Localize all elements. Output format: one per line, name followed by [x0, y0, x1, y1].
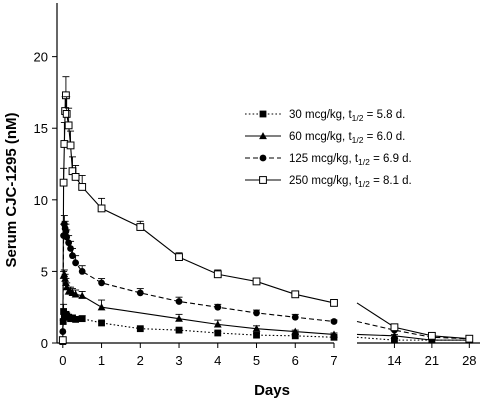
- legend-item-3: 125 mcg/kg, t1/2 = 6.9 d.: [245, 153, 412, 167]
- legend-marker: [259, 154, 267, 162]
- data-point: [465, 334, 474, 343]
- y-tick-label: 20: [34, 50, 48, 65]
- data-point: [291, 290, 300, 299]
- data-point: [390, 331, 399, 339]
- data-point: [291, 327, 300, 335]
- data-point: [330, 330, 338, 338]
- x-tick-label: 7: [330, 353, 337, 368]
- data-point: [427, 331, 436, 340]
- data-point: [252, 277, 261, 286]
- data-point: [330, 318, 338, 325]
- series-4-line-panel2: [356, 302, 470, 340]
- data-point: [214, 329, 222, 337]
- data-point: [136, 325, 144, 333]
- legend-marker: [259, 176, 267, 184]
- series-2: [59, 269, 474, 344]
- legend-label: 250 mcg/kg, t1/2 = 8.1 d.: [289, 175, 412, 189]
- data-point: [175, 314, 183, 322]
- x-tick-label: 3: [175, 353, 182, 368]
- data-point: [98, 319, 105, 327]
- x-tick-label: 14: [387, 353, 401, 368]
- y-tick-label: 5: [41, 264, 48, 279]
- data-point: [253, 331, 260, 339]
- data-point: [136, 289, 144, 297]
- data-point: [175, 326, 183, 334]
- data-point: [291, 313, 299, 321]
- x-tick-label: 2: [137, 353, 144, 368]
- data-point: [62, 110, 71, 118]
- x-tick-label: 0: [59, 353, 66, 368]
- series-3: [59, 215, 473, 343]
- data-point: [136, 223, 145, 231]
- data-point: [253, 309, 260, 317]
- x-tick-label: 4: [214, 353, 221, 368]
- data-point: [71, 290, 80, 298]
- series-3-line-panel1: [62, 224, 335, 332]
- data-point: [78, 315, 86, 323]
- data-point: [252, 324, 261, 332]
- data-point: [66, 141, 75, 150]
- legend-item-2: 60 mcg/kg, t1/2 = 6.0 d.: [245, 131, 405, 145]
- y-tick-label: 0: [41, 336, 48, 351]
- data-point: [390, 323, 399, 332]
- series-layer: [58, 76, 474, 345]
- legend-item-4: 250 mcg/kg, t1/2 = 8.1 d.: [245, 175, 412, 189]
- x-tick-label: 6: [292, 353, 299, 368]
- series-3-line-panel2: [356, 320, 470, 340]
- data-point: [175, 253, 183, 261]
- legend-label: 60 mcg/kg, t1/2 = 6.0 d.: [289, 131, 405, 145]
- x-tick-label: 1: [98, 353, 105, 368]
- data-point: [59, 178, 68, 187]
- series-4: [58, 76, 474, 345]
- legend-label: 125 mcg/kg, t1/2 = 6.9 d.: [289, 153, 412, 167]
- data-point: [97, 303, 106, 311]
- data-point: [78, 291, 87, 299]
- x-tick-label: 21: [425, 353, 439, 368]
- y-tick-label: 15: [34, 121, 48, 136]
- y-tick-label: 10: [34, 193, 48, 208]
- data-point: [214, 303, 222, 311]
- data-point: [213, 270, 222, 279]
- x-axis-title: Days: [254, 382, 290, 399]
- data-point: [72, 259, 79, 267]
- data-point: [78, 183, 87, 191]
- y-axis-title: Serum CJC-1295 (nM): [3, 112, 20, 267]
- data-point: [71, 173, 80, 181]
- data-point: [58, 336, 67, 345]
- data-point: [213, 320, 222, 328]
- data-point: [391, 336, 398, 344]
- data-point: [330, 299, 338, 307]
- axes: 0 5 10 15 20 0 1 2 3 4 5 6 7 14 21 28: [34, 3, 480, 368]
- data-point: [72, 315, 79, 323]
- legend-label: 30 mcg/kg, t1/2 = 5.8 d.: [289, 109, 405, 123]
- data-point: [78, 268, 86, 275]
- data-point: [62, 91, 70, 100]
- data-point: [64, 121, 73, 130]
- legend-item-1: 30 mcg/kg, t1/2 = 5.8 d.: [245, 109, 405, 123]
- data-point: [98, 279, 105, 287]
- legend-marker: [259, 110, 267, 118]
- data-point: [291, 332, 299, 340]
- x-tick-label: 28: [462, 353, 476, 368]
- x-tick-label: 5: [253, 353, 260, 368]
- legend-marker: [259, 132, 267, 140]
- legend: 30 mcg/kg, t1/2 = 5.8 d. 60 mcg/kg, t1/2 …: [245, 109, 412, 189]
- data-point: [97, 204, 106, 213]
- data-point: [175, 298, 183, 305]
- series-2-line-panel2: [356, 333, 470, 341]
